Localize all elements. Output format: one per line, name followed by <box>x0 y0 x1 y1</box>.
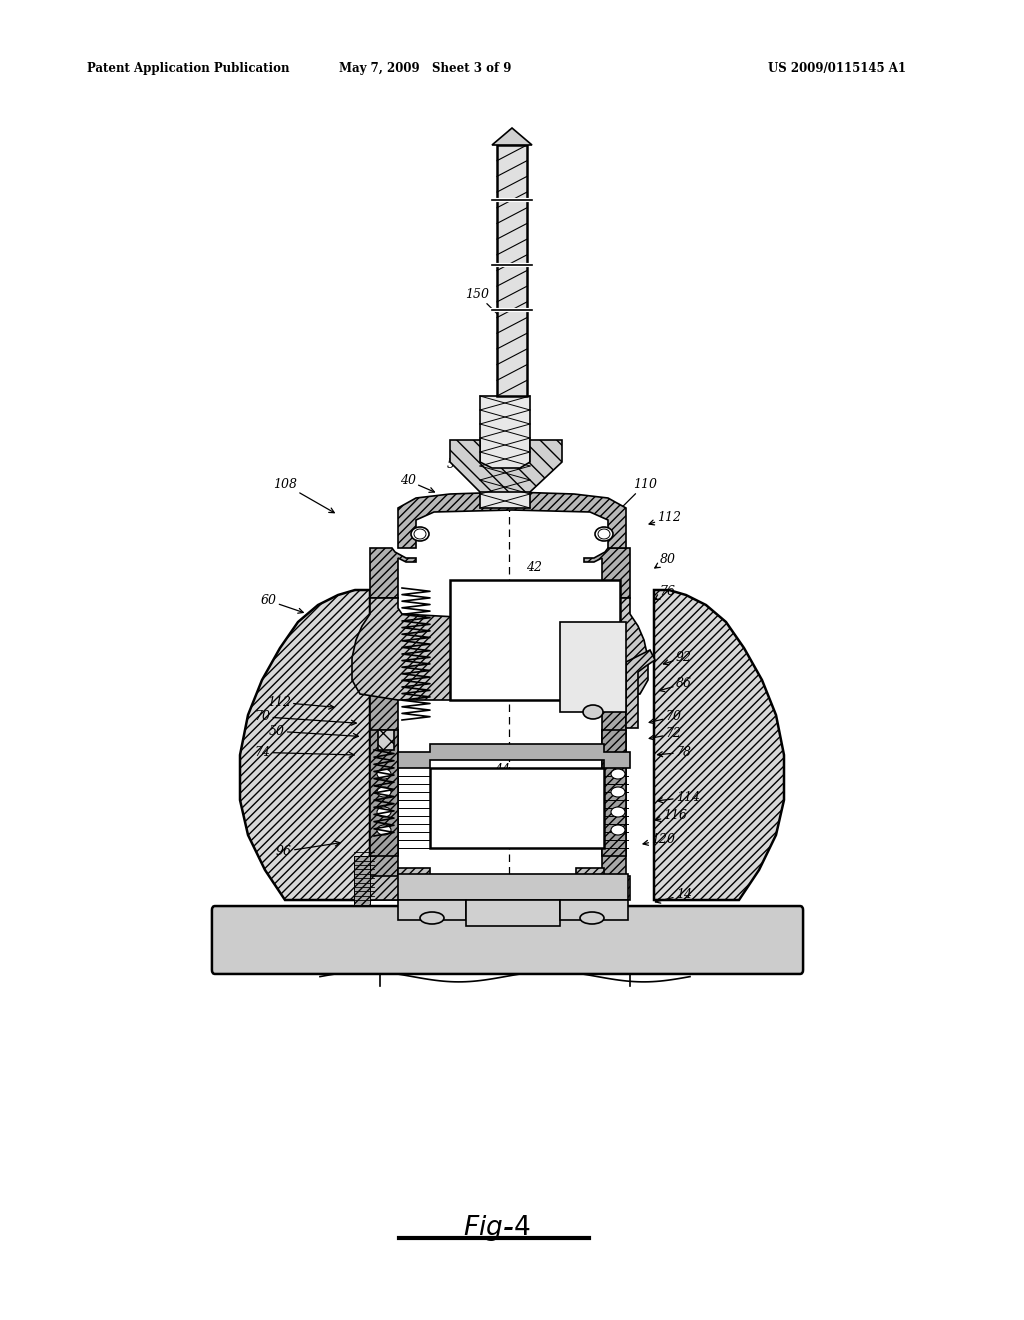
Ellipse shape <box>611 825 625 836</box>
Ellipse shape <box>583 705 603 719</box>
Text: 42: 42 <box>526 561 543 574</box>
Bar <box>560 900 628 920</box>
Polygon shape <box>626 649 655 729</box>
Polygon shape <box>654 590 784 900</box>
Text: 70: 70 <box>254 710 356 725</box>
Ellipse shape <box>580 912 604 924</box>
Text: 78: 78 <box>657 746 692 759</box>
Text: 112: 112 <box>267 696 334 709</box>
Bar <box>480 396 530 508</box>
Text: 50: 50 <box>268 725 358 738</box>
Text: 76: 76 <box>654 585 676 599</box>
Polygon shape <box>240 590 370 900</box>
Polygon shape <box>398 492 626 548</box>
Ellipse shape <box>611 770 625 779</box>
Text: 44: 44 <box>494 763 510 776</box>
Polygon shape <box>602 590 626 900</box>
Ellipse shape <box>414 529 426 539</box>
Text: 110: 110 <box>382 669 412 682</box>
Polygon shape <box>370 548 416 598</box>
Ellipse shape <box>611 787 625 797</box>
Text: 54: 54 <box>446 458 480 483</box>
Bar <box>398 900 466 920</box>
Text: 14: 14 <box>655 888 692 903</box>
Text: $\mathit{Fig}$-$\mathit{4}$: $\mathit{Fig}$-$\mathit{4}$ <box>463 1213 530 1242</box>
Polygon shape <box>602 730 626 855</box>
Ellipse shape <box>377 787 391 797</box>
Text: 86: 86 <box>659 677 692 692</box>
Ellipse shape <box>420 912 444 924</box>
Text: 70: 70 <box>649 710 682 723</box>
Bar <box>378 730 394 750</box>
Text: 72: 72 <box>649 727 682 741</box>
Text: US 2009/0115145 A1: US 2009/0115145 A1 <box>768 62 906 75</box>
Polygon shape <box>492 128 532 145</box>
Polygon shape <box>450 440 562 492</box>
Text: 64: 64 <box>580 610 596 623</box>
Polygon shape <box>354 855 370 906</box>
Ellipse shape <box>411 527 429 541</box>
Polygon shape <box>352 598 648 700</box>
Text: 96: 96 <box>275 841 340 858</box>
Text: 116: 116 <box>655 809 687 822</box>
Bar <box>398 874 628 900</box>
Ellipse shape <box>598 529 610 539</box>
Ellipse shape <box>377 825 391 836</box>
Polygon shape <box>584 548 630 598</box>
Polygon shape <box>370 590 398 900</box>
Polygon shape <box>370 730 398 855</box>
Text: 80: 80 <box>654 553 676 568</box>
Bar <box>497 145 527 396</box>
Bar <box>560 622 626 711</box>
Ellipse shape <box>595 527 613 541</box>
Text: 74: 74 <box>254 746 354 759</box>
Bar <box>466 900 560 927</box>
Ellipse shape <box>377 807 391 817</box>
Text: 110: 110 <box>617 478 656 512</box>
Text: 112: 112 <box>649 511 681 525</box>
Text: 108: 108 <box>273 478 334 512</box>
Text: 120: 120 <box>643 833 675 846</box>
FancyBboxPatch shape <box>212 906 803 974</box>
Ellipse shape <box>377 770 391 779</box>
Text: 40: 40 <box>399 474 434 492</box>
Text: 150: 150 <box>466 288 504 321</box>
Text: May 7, 2009   Sheet 3 of 9: May 7, 2009 Sheet 3 of 9 <box>339 62 511 75</box>
Bar <box>430 768 604 847</box>
Text: 92: 92 <box>664 651 692 665</box>
Text: Patent Application Publication: Patent Application Publication <box>87 62 290 75</box>
Ellipse shape <box>611 807 625 817</box>
Text: 114: 114 <box>657 791 699 804</box>
Text: 60: 60 <box>260 594 303 614</box>
Polygon shape <box>370 869 630 900</box>
Text: 32: 32 <box>455 945 481 962</box>
Polygon shape <box>398 744 630 768</box>
Bar <box>450 579 620 700</box>
